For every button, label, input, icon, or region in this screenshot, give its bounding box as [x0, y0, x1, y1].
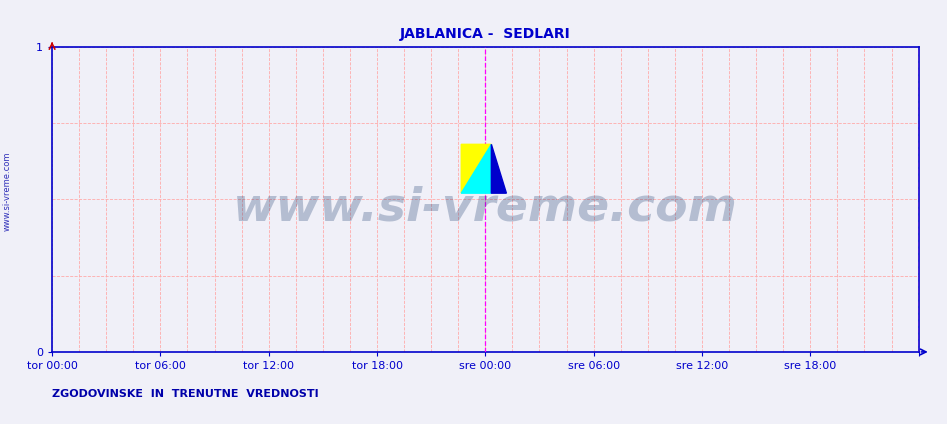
Polygon shape: [491, 144, 507, 193]
Text: ZGODOVINSKE  IN  TRENUTNE  VREDNOSTI: ZGODOVINSKE IN TRENUTNE VREDNOSTI: [52, 388, 319, 399]
Polygon shape: [461, 144, 491, 193]
Title: JABLANICA -  SEDLARI: JABLANICA - SEDLARI: [400, 27, 571, 41]
Text: www.si-vreme.com: www.si-vreme.com: [233, 186, 738, 231]
Text: www.si-vreme.com: www.si-vreme.com: [3, 151, 12, 231]
Polygon shape: [461, 144, 491, 193]
